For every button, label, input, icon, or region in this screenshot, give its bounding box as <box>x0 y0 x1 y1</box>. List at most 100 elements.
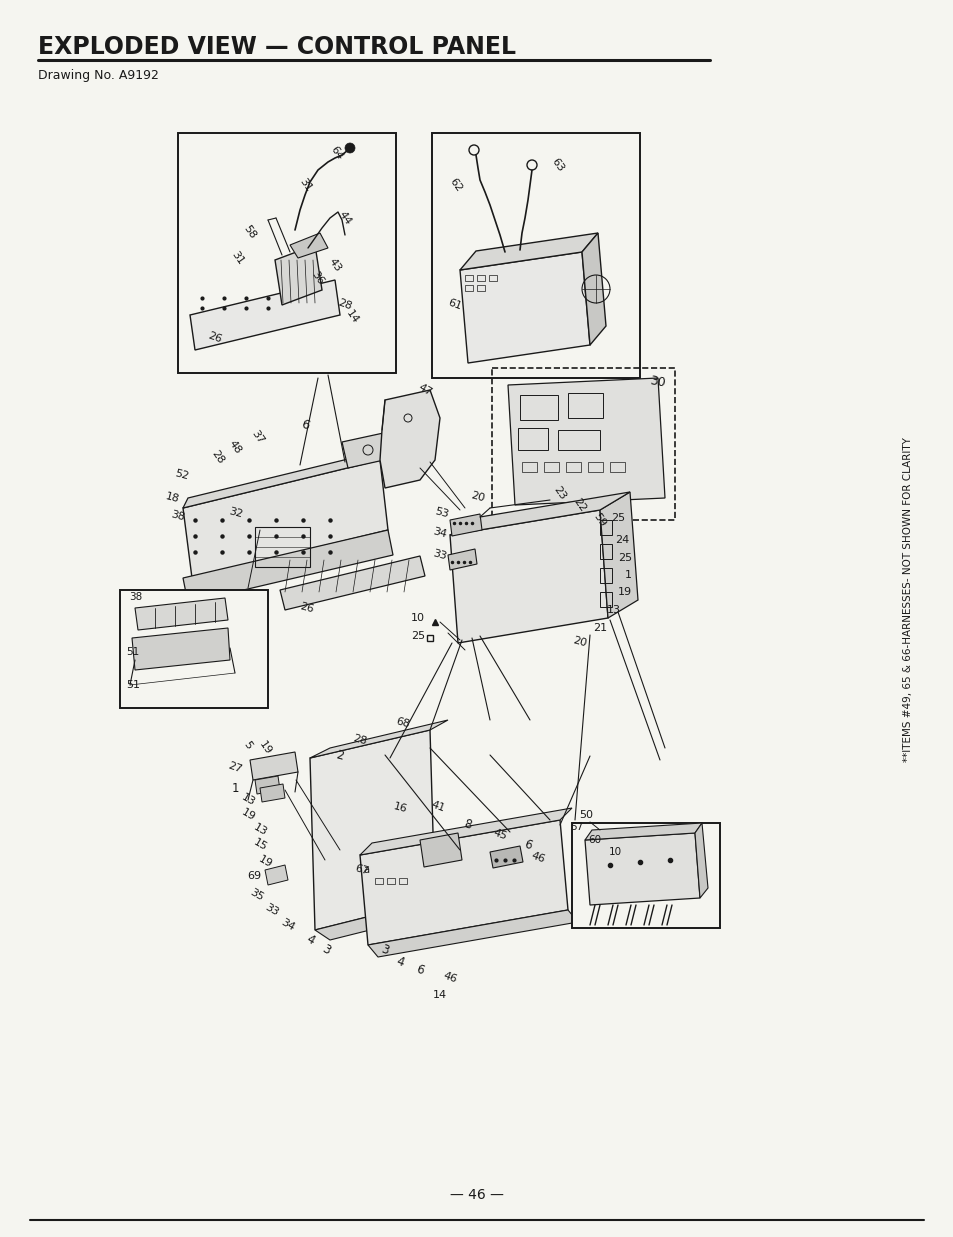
Text: 20: 20 <box>470 490 486 503</box>
Polygon shape <box>450 510 607 643</box>
Text: 45: 45 <box>491 828 508 842</box>
Polygon shape <box>190 280 339 350</box>
Text: Drawing No. A9192: Drawing No. A9192 <box>38 68 159 82</box>
Bar <box>387 878 395 884</box>
Text: 37: 37 <box>250 428 266 445</box>
Text: 20: 20 <box>571 636 587 648</box>
Text: 13: 13 <box>239 792 256 808</box>
Polygon shape <box>459 252 589 362</box>
Text: 62: 62 <box>447 177 464 194</box>
Text: 67: 67 <box>354 863 370 877</box>
Text: 52: 52 <box>173 469 190 481</box>
Polygon shape <box>274 245 322 306</box>
Text: 13: 13 <box>252 823 269 837</box>
Bar <box>464 285 473 291</box>
Text: 68: 68 <box>395 716 411 730</box>
Bar <box>599 568 612 583</box>
Text: 14: 14 <box>433 990 447 999</box>
Text: 27: 27 <box>227 761 243 776</box>
Polygon shape <box>359 808 572 855</box>
Text: 19: 19 <box>239 807 256 823</box>
Polygon shape <box>507 379 664 505</box>
Bar <box>398 878 407 884</box>
Polygon shape <box>260 784 285 802</box>
Text: 51: 51 <box>126 647 139 657</box>
Text: 19: 19 <box>618 588 632 597</box>
Circle shape <box>345 143 355 153</box>
Text: 23: 23 <box>551 485 568 502</box>
Polygon shape <box>341 432 393 468</box>
Text: 28: 28 <box>210 448 226 465</box>
Polygon shape <box>368 910 578 957</box>
Text: 53: 53 <box>434 506 450 520</box>
Text: 25: 25 <box>411 631 425 641</box>
Text: 34: 34 <box>279 917 296 933</box>
Polygon shape <box>584 833 700 905</box>
Bar <box>120 590 268 708</box>
Text: 36: 36 <box>310 270 326 287</box>
Polygon shape <box>584 823 701 840</box>
Polygon shape <box>695 823 707 898</box>
Text: 24: 24 <box>615 534 628 546</box>
Polygon shape <box>183 450 385 508</box>
Text: 32: 32 <box>228 506 244 520</box>
Text: 28: 28 <box>336 298 353 312</box>
Text: 31: 31 <box>297 177 314 194</box>
Polygon shape <box>132 628 230 670</box>
Text: 10: 10 <box>608 847 621 857</box>
Text: 34: 34 <box>432 526 448 539</box>
Bar <box>558 430 599 450</box>
Text: 15: 15 <box>252 837 269 852</box>
Text: 4: 4 <box>303 933 316 948</box>
Text: 58: 58 <box>242 224 258 241</box>
Text: 47: 47 <box>416 382 434 398</box>
Polygon shape <box>183 529 393 602</box>
Bar <box>489 275 497 281</box>
Polygon shape <box>314 901 450 940</box>
Text: 64: 64 <box>329 145 345 162</box>
Text: 10: 10 <box>411 614 424 623</box>
Bar <box>519 395 558 421</box>
Bar <box>587 461 602 473</box>
Text: 57: 57 <box>570 823 583 833</box>
Bar <box>599 544 612 559</box>
Bar <box>492 367 675 520</box>
Text: 3: 3 <box>379 943 391 957</box>
Polygon shape <box>310 730 435 930</box>
Text: 46: 46 <box>529 851 546 865</box>
Text: 26: 26 <box>207 330 223 345</box>
Text: 4: 4 <box>394 955 405 970</box>
Polygon shape <box>581 233 605 345</box>
Text: 38: 38 <box>170 510 186 523</box>
Bar <box>375 878 382 884</box>
Bar <box>521 461 537 473</box>
Bar <box>178 134 395 374</box>
Text: 44: 44 <box>336 209 353 226</box>
Polygon shape <box>419 833 461 867</box>
Polygon shape <box>450 515 481 536</box>
Text: 19: 19 <box>256 854 274 870</box>
Text: 59: 59 <box>591 511 607 528</box>
Text: 6: 6 <box>414 962 425 977</box>
Text: 1: 1 <box>231 782 238 794</box>
Text: **ITEMS #49, 65 & 66-HARNESSES- NOT SHOWN FOR CLARITY: **ITEMS #49, 65 & 66-HARNESSES- NOT SHOW… <box>902 438 912 762</box>
Polygon shape <box>450 492 629 534</box>
Polygon shape <box>183 460 388 578</box>
Text: 63: 63 <box>549 156 565 173</box>
Text: 1: 1 <box>624 570 631 580</box>
Text: 46: 46 <box>441 971 457 985</box>
Text: 6: 6 <box>521 837 533 852</box>
Text: 41: 41 <box>429 800 446 814</box>
Text: — 46 —: — 46 — <box>450 1188 503 1202</box>
Bar <box>476 275 484 281</box>
Text: 22: 22 <box>571 496 588 513</box>
Text: 33: 33 <box>263 902 280 918</box>
Bar <box>517 428 547 450</box>
Text: 35: 35 <box>248 887 265 903</box>
Text: 18: 18 <box>164 491 180 505</box>
Text: 25: 25 <box>618 553 632 563</box>
Text: 14: 14 <box>343 308 360 325</box>
Bar <box>599 593 612 607</box>
Polygon shape <box>290 233 328 259</box>
Bar <box>254 527 310 567</box>
